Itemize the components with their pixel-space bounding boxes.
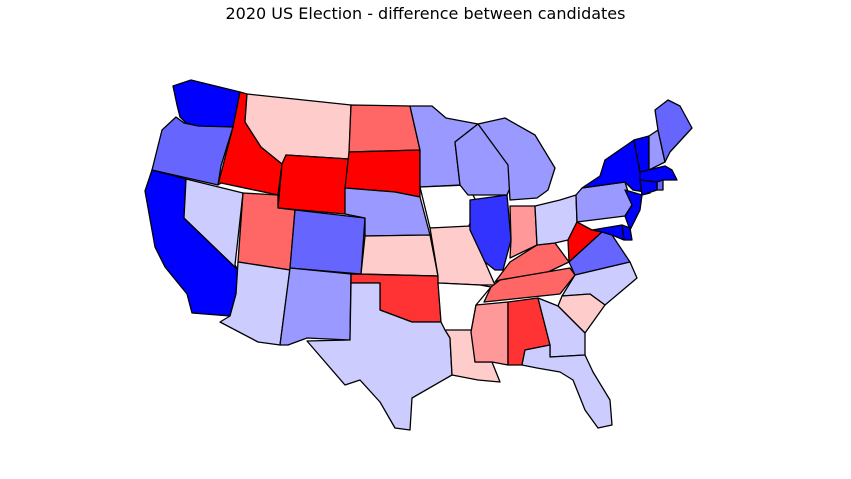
state-michigan (477, 117, 556, 201)
state-washington (172, 79, 241, 128)
state-kansas (360, 234, 439, 277)
state-maine (654, 99, 693, 163)
state-north-dakota (348, 104, 421, 153)
state-connecticut (639, 179, 658, 196)
state-colorado (289, 209, 366, 275)
state-south-carolina (557, 293, 606, 334)
state-rhode-island (656, 179, 664, 191)
map-title: 2020 US Election - difference between ca… (225, 4, 626, 23)
state-illinois (469, 194, 512, 271)
state-mississippi (470, 301, 509, 366)
state-nevada (183, 178, 244, 271)
state-indiana (509, 205, 538, 259)
state-texas (306, 282, 453, 431)
state-maryland (591, 224, 625, 241)
state-new-mexico (279, 267, 352, 346)
state-florida (521, 344, 613, 429)
state-wyoming (277, 154, 350, 215)
